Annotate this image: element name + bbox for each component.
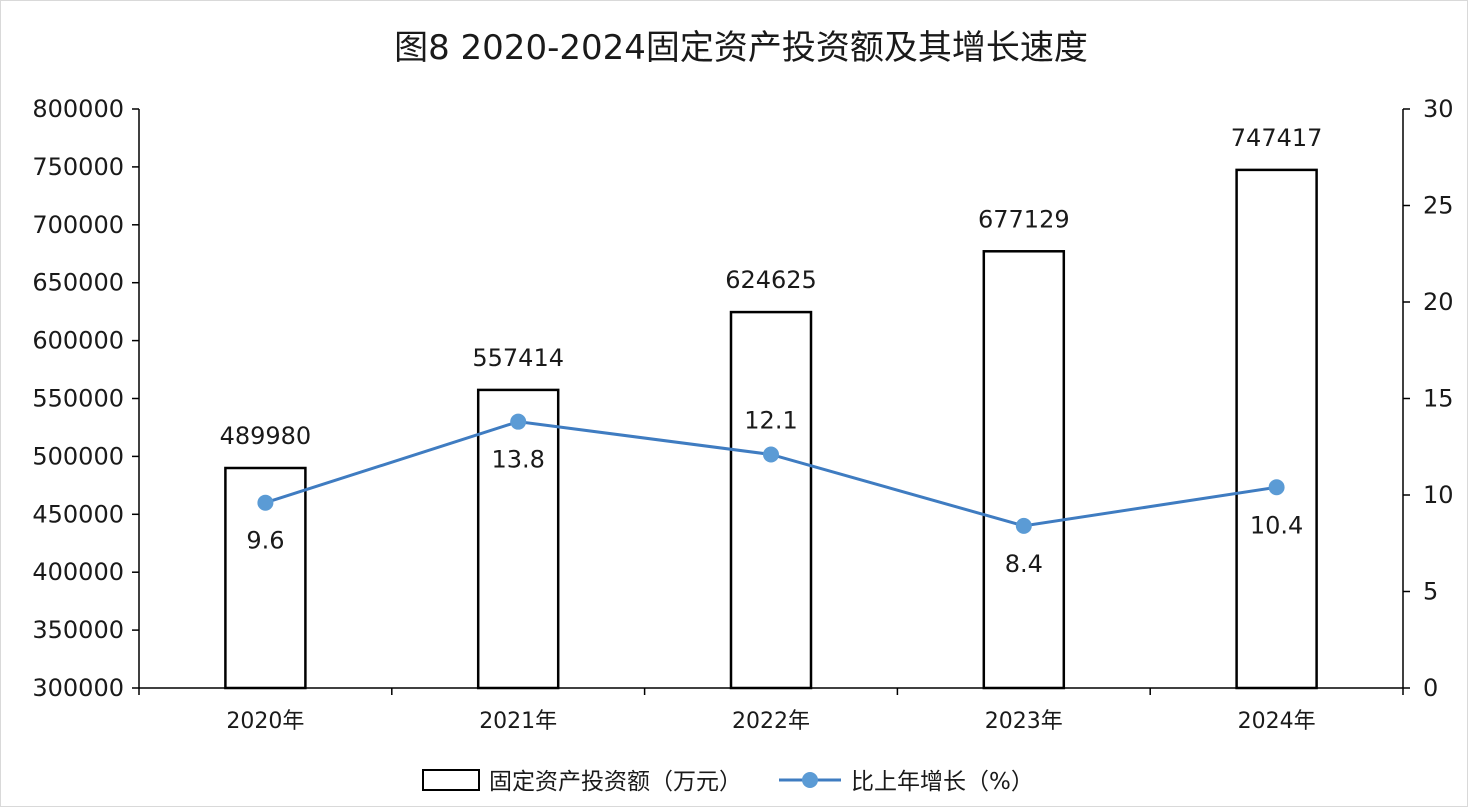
bar-data-label: 624625 (725, 266, 817, 294)
left-tick-label: 600000 (32, 327, 124, 355)
left-tick-label: 800000 (32, 95, 124, 123)
line-series: 9.6 13.8 12.1 8.4 10.4 (246, 406, 1303, 577)
bar-data-label: 557414 (472, 344, 564, 372)
x-tick-label: 2021年 (479, 709, 557, 734)
x-tick-label: 2023年 (985, 709, 1063, 734)
right-tick-label: 30 (1423, 95, 1454, 123)
bar (982, 250, 1066, 690)
legend-line-label: 比上年增长（%） (851, 769, 1034, 795)
legend-line-marker (802, 772, 818, 788)
bar (476, 388, 560, 690)
left-tick-label: 500000 (32, 442, 124, 470)
line-data-label: 8.4 (1005, 550, 1043, 578)
bar-data-label: 747417 (1231, 124, 1323, 152)
line-point (1015, 517, 1032, 534)
right-tick-label: 15 (1423, 385, 1454, 413)
bar (1235, 168, 1318, 690)
chart-title: 图8 2020-2024固定资产投资额及其增长速度 (394, 28, 1088, 68)
bar-data-label: 677129 (978, 205, 1070, 233)
line-data-label: 9.6 (246, 527, 284, 555)
line-data-label: 12.1 (744, 406, 797, 434)
left-tick-label: 400000 (32, 558, 124, 586)
bar-data-label: 489980 (220, 422, 312, 450)
right-tick-label: 20 (1423, 288, 1454, 316)
x-tick-label: 2022年 (732, 709, 810, 734)
legend-bar-label: 固定资产投资额（万元） (489, 769, 742, 795)
legend: 固定资产投资额（万元） 比上年增长（%） (422, 769, 1034, 795)
left-tick-label: 450000 (32, 500, 124, 528)
left-tick-label: 650000 (32, 269, 124, 297)
line-point (510, 413, 527, 430)
legend-bar-swatch (422, 769, 480, 791)
left-tick-label: 700000 (32, 211, 124, 239)
x-tick-label: 2024年 (1238, 709, 1316, 734)
bar (729, 310, 813, 690)
line-data-label: 10.4 (1250, 511, 1303, 539)
x-tick-label: 2020年 (226, 709, 304, 734)
line-data-label: 13.8 (491, 446, 544, 474)
left-tick-label: 750000 (32, 153, 124, 181)
left-tick-label: 300000 (32, 674, 124, 702)
bar-series: 489980 557414 624625 677129 747417 (220, 124, 1323, 690)
right-tick-label: 10 (1423, 481, 1454, 509)
left-tick-label: 350000 (32, 616, 124, 644)
line-point (763, 446, 779, 463)
line-point (257, 494, 274, 511)
left-tick-label: 550000 (32, 385, 124, 413)
line-point (1268, 479, 1285, 496)
right-tick-label: 25 (1423, 192, 1454, 220)
right-tick-label: 0 (1423, 674, 1438, 702)
axes: 300000 350000 400000 450000 500000 550000 6000… (32, 95, 1453, 734)
right-tick-label: 5 (1423, 578, 1438, 606)
